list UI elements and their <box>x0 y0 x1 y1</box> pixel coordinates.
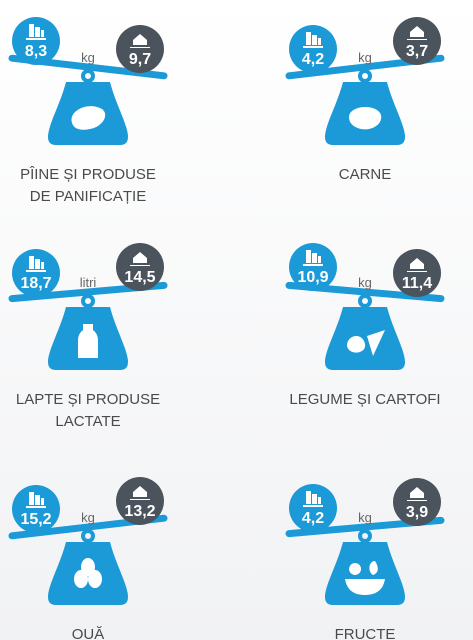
weight-icon <box>345 561 385 595</box>
weight-ring <box>81 529 95 543</box>
urban-icon <box>303 250 323 266</box>
urban-value: 18,7 <box>20 275 51 292</box>
urban-value: 4,2 <box>302 51 324 68</box>
unit: kg <box>81 50 95 65</box>
weight-icon <box>347 330 385 356</box>
weight-ring <box>358 294 372 308</box>
rural-icon <box>130 252 150 266</box>
scale-item: 4,2 3,9 kg FRUCTE <box>285 478 445 640</box>
label: OUĂ <box>72 626 105 640</box>
urban-icon <box>303 32 323 48</box>
scale-item: 8,3 9,7 kg PÎINE ȘI PRODUSE DE PANIFICAȚIE <box>8 17 168 205</box>
rural-icon <box>130 34 150 48</box>
weight-icon <box>74 558 102 588</box>
urban-icon <box>26 24 46 40</box>
weight-ring <box>358 69 372 83</box>
rural-value: 3,7 <box>406 43 428 60</box>
label: LACTATE <box>55 413 120 430</box>
rural-circle <box>116 477 164 525</box>
weight-ring <box>81 69 95 83</box>
urban-circle <box>289 484 337 532</box>
scale-item: 4,2 3,7 kg CARNE <box>285 17 445 183</box>
label: CARNE <box>339 166 392 183</box>
unit: kg <box>358 50 372 65</box>
rural-circle <box>116 243 164 291</box>
urban-value: 4,2 <box>302 510 324 527</box>
urban-circle <box>289 25 337 73</box>
urban-circle <box>289 243 337 291</box>
scale-item: 18,7 14,5 litri LAPTE ȘI PRODUSE LACTATE <box>8 243 168 430</box>
weight <box>325 307 405 370</box>
label: LEGUME ȘI CARTOFI <box>289 391 440 408</box>
unit: litri <box>80 275 97 290</box>
rural-icon <box>130 486 150 500</box>
rural-circle <box>393 17 441 65</box>
rural-icon <box>407 258 427 272</box>
urban-icon <box>26 492 46 508</box>
label: PÎINE ȘI PRODUSE <box>20 166 156 183</box>
rural-circle <box>116 25 164 73</box>
rural-value: 3,9 <box>406 504 428 521</box>
weight-ring <box>81 294 95 308</box>
unit: kg <box>358 275 372 290</box>
rural-icon <box>407 26 427 40</box>
rural-icon <box>407 487 427 501</box>
unit: kg <box>358 510 372 525</box>
urban-circle <box>12 17 60 65</box>
rural-value: 11,4 <box>402 275 432 292</box>
rural-circle <box>393 249 441 297</box>
weight-icon <box>349 106 382 130</box>
urban-circle <box>12 249 60 297</box>
urban-value: 8,3 <box>25 43 47 60</box>
label: LAPTE ȘI PRODUSE <box>16 391 160 408</box>
urban-circle <box>12 485 60 533</box>
weight-ring <box>358 529 372 543</box>
urban-icon <box>26 256 46 272</box>
scale-item: 15,2 13,2 kg OUĂ <box>8 477 168 640</box>
rural-value: 9,7 <box>129 51 151 68</box>
urban-value: 10,9 <box>297 269 328 286</box>
rural-value: 13,2 <box>124 503 155 520</box>
weight <box>325 542 405 605</box>
urban-value: 15,2 <box>20 511 51 528</box>
urban-icon <box>303 491 323 507</box>
unit: kg <box>81 510 95 525</box>
weight-icon <box>78 324 98 358</box>
label: FRUCTE <box>335 626 396 640</box>
scale-item: 10,9 11,4 kg LEGUME ȘI CARTOFI <box>285 243 445 408</box>
weight-icon <box>71 106 106 130</box>
label: DE PANIFICAȚIE <box>30 188 146 205</box>
rural-circle <box>393 478 441 526</box>
rural-value: 14,5 <box>124 269 155 286</box>
